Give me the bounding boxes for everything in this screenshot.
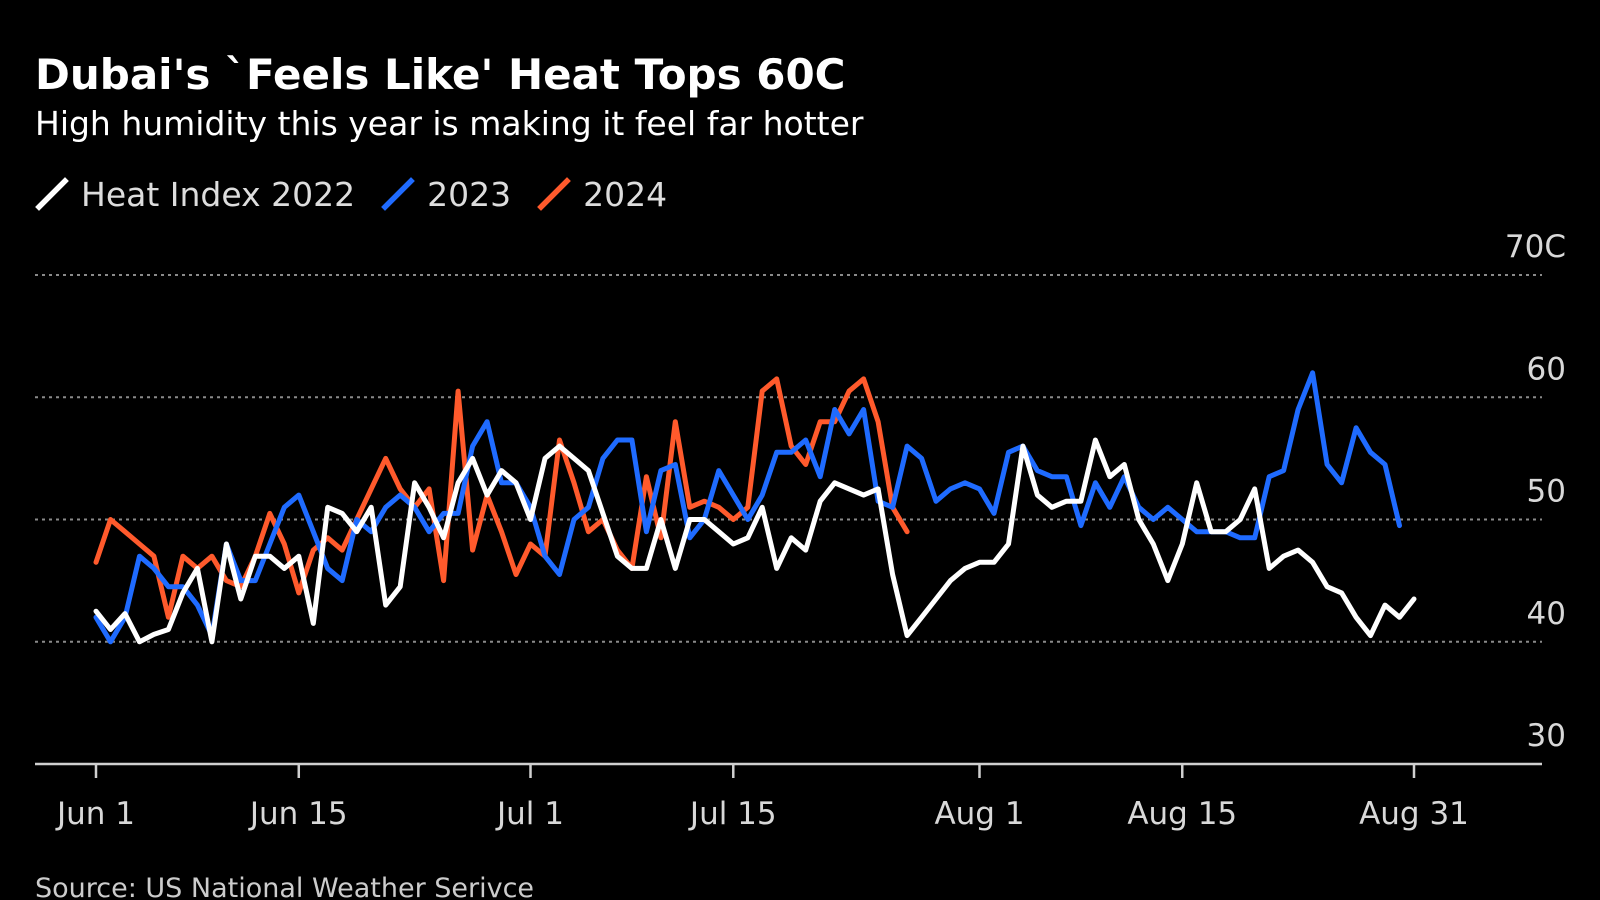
- legend-item-2022: Heat Index 2022: [35, 175, 355, 214]
- chart-subtitle: High humidity this year is making it fee…: [35, 104, 864, 143]
- y-tick-label: 70C: [1505, 229, 1566, 265]
- legend-label-2024: 2024: [583, 174, 668, 214]
- series-line-heat-index-2022: [93, 437, 1417, 645]
- legend: Heat Index 2022 2023 2024: [35, 170, 693, 218]
- legend-swatch-2022: [35, 177, 69, 211]
- series-line-2024: [93, 376, 910, 620]
- x-tick-label: Aug 31: [1359, 796, 1469, 832]
- series-line-2023: [93, 370, 1402, 645]
- series-lines: [93, 370, 1417, 645]
- x-tick-label: Aug 15: [1127, 796, 1237, 832]
- x-tick-label: Jun 1: [55, 796, 135, 832]
- x-axis: [35, 762, 1542, 778]
- legend-swatch-2024: [537, 177, 571, 211]
- legend-label-2022: Heat Index 2022: [81, 174, 356, 214]
- legend-item-2024: 2024: [537, 175, 667, 214]
- y-tick-label: 60: [1527, 351, 1566, 387]
- y-tick-labels: 70C 60 50 40 30: [1505, 229, 1566, 754]
- legend-label-2023: 2023: [427, 174, 512, 214]
- y-tick-label: 40: [1527, 596, 1566, 632]
- source-note: Source: US National Weather Serivce: [35, 873, 535, 900]
- x-tick-labels: Jun 1 Jun 15 Jul 1 Jul 15 Aug 1 Aug 15 Aug 31: [55, 796, 1469, 832]
- legend-item-2023: 2023: [381, 175, 511, 214]
- x-tick-label: Aug 1: [934, 796, 1024, 832]
- x-tick-label: Jul 15: [688, 796, 777, 832]
- legend-swatch-2023: [381, 177, 415, 211]
- gridlines: [35, 274, 1542, 643]
- chart-title: Dubai's `Feels Like' Heat Tops 60C: [35, 50, 846, 99]
- y-tick-label: 30: [1527, 718, 1566, 754]
- x-tick-label: Jul 1: [495, 796, 564, 832]
- y-tick-label: 50: [1527, 474, 1566, 510]
- x-tick-label: Jun 15: [248, 796, 348, 832]
